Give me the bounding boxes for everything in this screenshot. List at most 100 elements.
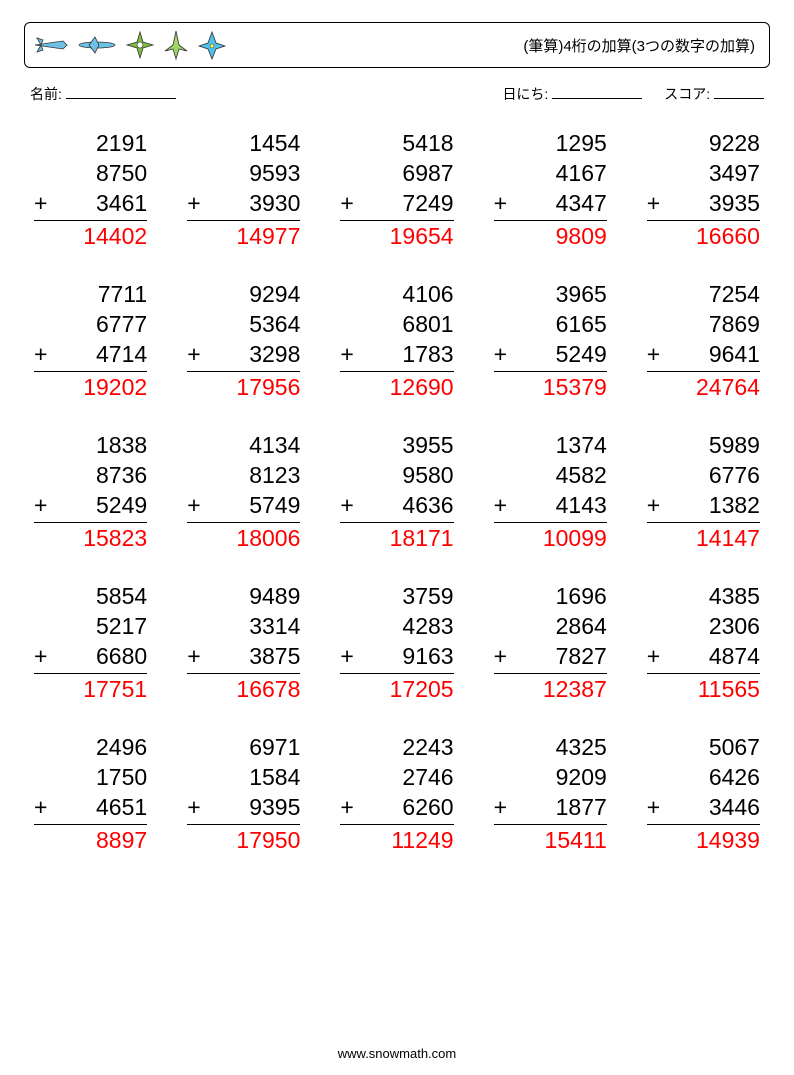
operator-line: +6260: [340, 792, 453, 822]
addend-2: 6987: [340, 158, 453, 188]
addend-3: 3935: [709, 188, 760, 218]
addend-1: 5989: [647, 430, 760, 460]
plus-sign: +: [187, 792, 200, 822]
plus-sign: +: [187, 641, 200, 671]
addition-problem: 12954167+43479809: [494, 128, 607, 251]
plus-sign: +: [340, 792, 353, 822]
addend-2: 3497: [647, 158, 760, 188]
plus-sign: +: [187, 490, 200, 520]
addend-1: 3955: [340, 430, 453, 460]
plus-sign: +: [34, 490, 47, 520]
addend-3: 1382: [709, 490, 760, 520]
addition-problem: 50676426+344614939: [647, 732, 760, 855]
addend-3: 7827: [556, 641, 607, 671]
addition-problem: 14549593+393014977: [187, 128, 300, 251]
operator-line: +4636: [340, 490, 453, 520]
airplane-icon: [163, 29, 189, 61]
addend-3: 3446: [709, 792, 760, 822]
airplane-icon: [77, 35, 117, 55]
operator-line: +9395: [187, 792, 300, 822]
plus-sign: +: [340, 490, 353, 520]
plus-sign: +: [647, 792, 660, 822]
addend-3: 1877: [556, 792, 607, 822]
plus-sign: +: [494, 339, 507, 369]
addend-2: 2746: [340, 762, 453, 792]
addend-3: 4347: [556, 188, 607, 218]
addend-1: 4385: [647, 581, 760, 611]
addend-1: 5854: [34, 581, 147, 611]
addend-3: 4714: [96, 339, 147, 369]
addition-problem: 37594283+916317205: [340, 581, 453, 704]
addend-3: 5249: [96, 490, 147, 520]
answer: 19654: [340, 221, 453, 251]
addend-2: 8750: [34, 158, 147, 188]
addend-2: 6777: [34, 309, 147, 339]
addition-problem: 77116777+471419202: [34, 279, 147, 402]
operator-line: +7827: [494, 641, 607, 671]
addend-2: 2864: [494, 611, 607, 641]
date-label: 日にち:: [502, 86, 548, 102]
addition-problem: 43852306+487411565: [647, 581, 760, 704]
answer: 12387: [494, 674, 607, 704]
addition-problem: 39559580+463618171: [340, 430, 453, 553]
plus-sign: +: [647, 188, 660, 218]
operator-line: +3930: [187, 188, 300, 218]
airplane-icon: [33, 32, 69, 58]
addend-1: 1454: [187, 128, 300, 158]
operator-line: +4651: [34, 792, 147, 822]
worksheet-title: (筆算)4桁の加算(3つの数字の加算): [523, 35, 755, 56]
plus-sign: +: [340, 339, 353, 369]
answer: 15411: [494, 825, 607, 855]
operator-line: +4714: [34, 339, 147, 369]
answer: 9809: [494, 221, 607, 251]
addend-1: 1295: [494, 128, 607, 158]
airplane-icon: [125, 30, 155, 60]
operator-line: +1877: [494, 792, 607, 822]
addition-problem: 41066801+178312690: [340, 279, 453, 402]
answer: 17751: [34, 674, 147, 704]
answer: 11249: [340, 825, 453, 855]
operator-line: +4874: [647, 641, 760, 671]
operator-line: +3935: [647, 188, 760, 218]
addend-3: 4874: [709, 641, 760, 671]
addend-2: 3314: [187, 611, 300, 641]
plus-sign: +: [494, 188, 507, 218]
plus-sign: +: [34, 339, 47, 369]
operator-line: +5749: [187, 490, 300, 520]
meta-row: 名前: 日にち: スコア:: [30, 84, 764, 104]
addend-2: 6165: [494, 309, 607, 339]
addend-1: 6971: [187, 732, 300, 762]
addend-2: 6776: [647, 460, 760, 490]
problems-grid: 21918750+34611440214549593+3930149775418…: [34, 128, 760, 855]
addend-1: 1838: [34, 430, 147, 460]
plus-sign: +: [494, 641, 507, 671]
addend-1: 5067: [647, 732, 760, 762]
addend-1: 4134: [187, 430, 300, 460]
addition-problem: 18388736+524915823: [34, 430, 147, 553]
addition-problem: 39656165+524915379: [494, 279, 607, 402]
addend-2: 8123: [187, 460, 300, 490]
addend-2: 4283: [340, 611, 453, 641]
answer: 14939: [647, 825, 760, 855]
answer: 16660: [647, 221, 760, 251]
addition-problem: 92945364+329817956: [187, 279, 300, 402]
addend-1: 2496: [34, 732, 147, 762]
addend-3: 3461: [96, 188, 147, 218]
addend-3: 4143: [556, 490, 607, 520]
plus-sign: +: [34, 188, 47, 218]
score-label: スコア:: [664, 86, 710, 102]
addition-problem: 22432746+626011249: [340, 732, 453, 855]
footer-text: www.snowmath.com: [0, 1046, 794, 1061]
name-blank: [66, 85, 176, 99]
addend-3: 4651: [96, 792, 147, 822]
addition-problem: 92283497+393516660: [647, 128, 760, 251]
addend-1: 7711: [34, 279, 147, 309]
operator-line: +3875: [187, 641, 300, 671]
addend-3: 1783: [402, 339, 453, 369]
answer: 15823: [34, 523, 147, 553]
answer: 12690: [340, 372, 453, 402]
addend-3: 5749: [249, 490, 300, 520]
addend-1: 9228: [647, 128, 760, 158]
header-icons: [33, 29, 227, 61]
addend-2: 1750: [34, 762, 147, 792]
